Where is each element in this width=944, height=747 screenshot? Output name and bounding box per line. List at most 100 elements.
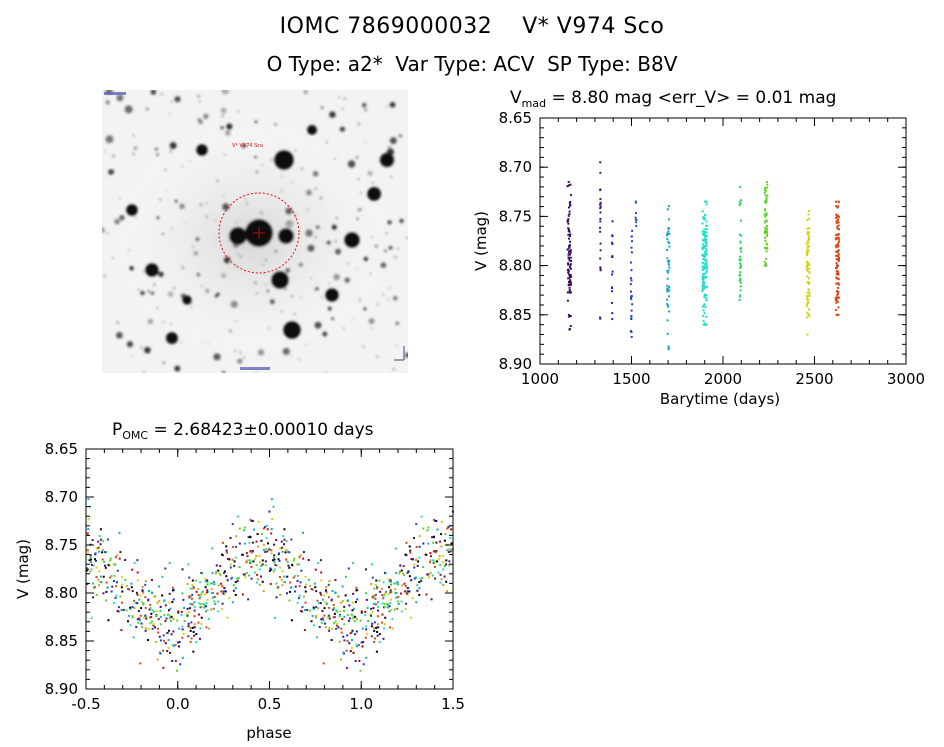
phase-point [85,567,88,570]
lightcurve-point [569,265,572,268]
phase-point [320,571,323,574]
sky-star [325,141,328,144]
phase-point [318,625,321,628]
phase-point [446,590,449,593]
phase-point [199,627,202,630]
phase-point [433,565,436,568]
phase-point [193,623,196,626]
lightcurve-point [739,219,742,222]
sky-star [314,187,318,190]
lightcurve-point [837,282,840,285]
lightcurve-point [808,282,811,285]
x-tick-label: 3000 [887,370,925,388]
lightcurve-point [764,264,767,267]
phase-point [360,610,363,613]
phase-point [174,643,177,646]
sky-star [155,147,158,151]
phase-point [178,645,181,648]
phase-point [296,580,299,583]
phase-point [273,561,276,564]
phase-point [141,590,144,593]
lightcurve-point [766,225,769,228]
lightcurve-point [599,207,602,210]
phase-point [93,586,96,589]
phase-point [211,596,214,599]
lightcurve-point [599,268,602,271]
lightcurve-point [806,301,809,304]
phase-point [171,589,174,592]
sky-star [105,100,110,105]
phase-point [154,626,157,629]
phase-point [427,576,430,579]
phase-point [117,606,120,609]
lightcurve-point [806,275,809,278]
phase-point [302,557,305,560]
phase-point [199,581,202,584]
sky-star [334,239,338,243]
phase-point [267,542,270,545]
lightcurve-point [837,249,840,252]
lightcurve-point [805,242,808,245]
lightcurve-point [666,290,669,293]
lightcurve-point [837,240,840,243]
sky-star [164,168,167,171]
phase-point [286,560,289,563]
phase-point [133,607,136,610]
phase-point [443,565,446,568]
phase-point [91,539,94,542]
phase-point [335,609,338,612]
phase-point [409,551,412,554]
phase-point [431,541,434,544]
phase-point [159,615,162,618]
phase-point [292,564,295,567]
lightcurve-point [808,227,811,230]
lightcurve-point [568,275,571,278]
lightcurve-point [837,296,840,299]
sky-star [389,137,397,144]
lightcurve-point [568,276,571,279]
phase-point [255,555,258,558]
sky-star [189,159,192,162]
phase-point [171,600,174,603]
lightcurve-point [704,241,707,244]
sky-star [243,356,245,359]
sky-star [214,294,219,298]
sky-star [140,346,143,349]
phase-point [87,498,90,501]
lightcurve-point [836,227,839,230]
phase-point [294,585,297,588]
sky-image: V* V974 Sco [102,90,408,373]
phase-point [136,559,139,562]
sky-star [112,257,114,260]
phase-point [416,564,419,567]
sky-star [390,175,393,178]
lightcurve-point [764,214,767,217]
lightcurve-point [837,221,840,224]
lightcurve-point [569,249,572,252]
phase-point [252,528,255,531]
sky-star [103,276,106,279]
phase-point [234,556,237,559]
sky-star [220,107,227,114]
lightcurve-point [569,240,572,243]
lightcurve-point [738,273,741,276]
lightcurve-point [764,239,767,242]
lightcurve-point [836,251,839,254]
sky-bright-star [166,332,178,344]
lightcurve-point [763,186,766,189]
lightcurve-point [599,203,602,206]
lightcurve-point [567,180,570,183]
phase-point [129,624,132,627]
phase-point [324,600,327,603]
lightcurve-point [705,286,708,289]
sky-star [255,371,258,373]
phase-point [124,558,127,561]
phase-point [351,629,354,632]
phase-point [299,581,302,584]
phase-point [262,543,265,546]
phase-point [350,613,353,616]
lightcurve-point [763,221,766,224]
phase-point [221,554,224,557]
phase-point [407,570,410,573]
sky-star [357,208,361,212]
